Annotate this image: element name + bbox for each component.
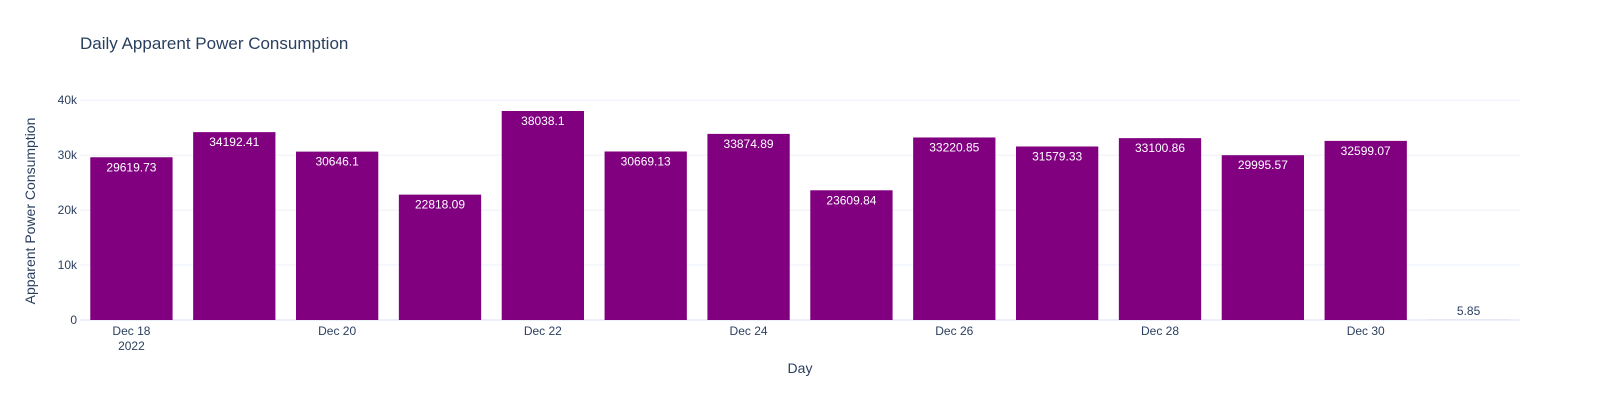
x-tick-sublabel: 2022 bbox=[118, 339, 145, 353]
y-tick-label: 10k bbox=[58, 258, 78, 272]
bar[interactable] bbox=[193, 132, 276, 320]
x-axis-title: Day bbox=[788, 360, 813, 376]
y-axis-ticks: 0 10k 20k 30k 40k bbox=[58, 93, 78, 327]
y-tick-label: 30k bbox=[58, 148, 78, 162]
bar[interactable] bbox=[1221, 155, 1304, 320]
bar-value-label: 30669.13 bbox=[621, 154, 671, 168]
bar[interactable] bbox=[604, 151, 687, 320]
bar[interactable] bbox=[1324, 140, 1407, 320]
bar[interactable] bbox=[1016, 146, 1099, 320]
bar[interactable] bbox=[398, 194, 482, 320]
x-tick-label: Dec 28 bbox=[1141, 324, 1179, 338]
bar-value-label: 32599.07 bbox=[1341, 144, 1391, 158]
bar-value-label: 34192.41 bbox=[209, 135, 259, 149]
bar[interactable] bbox=[913, 137, 996, 320]
y-tick-label: 0 bbox=[70, 313, 77, 327]
bars-layer bbox=[90, 111, 1510, 320]
bar-value-label: 23609.84 bbox=[826, 193, 876, 207]
bar[interactable] bbox=[90, 157, 173, 320]
bar[interactable] bbox=[296, 151, 379, 320]
bar-value-label: 33100.86 bbox=[1135, 141, 1185, 155]
x-tick-label: Dec 26 bbox=[935, 324, 973, 338]
bar-value-label: 31579.33 bbox=[1032, 149, 1082, 163]
x-tick-label: Dec 18 bbox=[112, 324, 150, 338]
bar-value-label: 30646.1 bbox=[315, 155, 359, 169]
y-tick-label: 20k bbox=[58, 203, 78, 217]
bar-value-label: 33874.89 bbox=[724, 137, 774, 151]
x-tick-label: Dec 22 bbox=[524, 324, 562, 338]
x-tick-label: Dec 20 bbox=[318, 324, 356, 338]
bar-value-label: 5.85 bbox=[1457, 304, 1481, 318]
bar[interactable] bbox=[810, 190, 893, 320]
bar-value-label: 33220.85 bbox=[929, 140, 979, 154]
y-tick-label: 40k bbox=[58, 93, 78, 107]
bar-value-label: 38038.1 bbox=[521, 114, 565, 128]
bar[interactable] bbox=[1118, 138, 1202, 320]
chart-title: Daily Apparent Power Consumption bbox=[80, 34, 348, 53]
x-tick-label: Dec 24 bbox=[730, 324, 768, 338]
bar-value-label: 29619.73 bbox=[106, 160, 156, 174]
bar[interactable] bbox=[501, 111, 584, 320]
x-tick-label: Dec 30 bbox=[1347, 324, 1385, 338]
bar[interactable] bbox=[707, 133, 790, 320]
y-axis-title: Apparent Power Consumption bbox=[22, 118, 38, 305]
bar-labels-layer: 29619.73 34192.41 30646.1 22818.09 38038.1 30… bbox=[106, 114, 1480, 318]
bar-value-label: 22818.09 bbox=[415, 198, 465, 212]
bar-value-label: 29995.57 bbox=[1238, 158, 1288, 172]
